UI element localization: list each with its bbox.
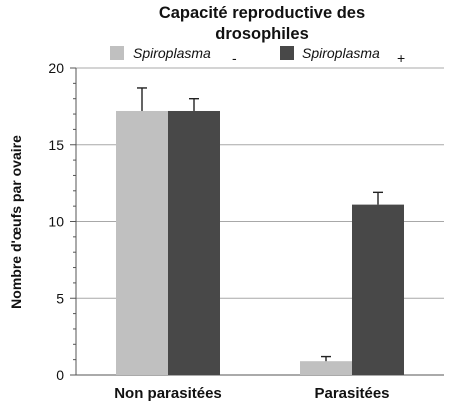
legend-sign-spiroplasma-plus: + [397, 50, 405, 66]
error-bar-minus-1 [321, 355, 331, 362]
bar-plus-1 [352, 204, 404, 375]
y-tick-label-10: 10 [48, 214, 64, 230]
x-tick-label-0: Non parasitées [114, 385, 222, 402]
y-tick-label-20: 20 [48, 60, 64, 76]
legend-label-spiroplasma-plus: Spiroplasma [302, 45, 380, 61]
y-tick-label-0: 0 [56, 367, 64, 383]
x-tick-labels: Non parasitées Parasitées [114, 385, 389, 402]
chart-title-line-2: drosophiles [215, 25, 309, 43]
y-tick-label-15: 15 [48, 137, 64, 153]
x-tick-label-1: Parasitées [314, 385, 389, 402]
y-axis-label: Nombre d'œufs par ovaire [8, 135, 24, 309]
y-tick-label-5: 5 [56, 290, 64, 306]
bar-minus-0 [116, 110, 168, 375]
bars [116, 110, 404, 375]
legend-label-spiroplasma-minus: Spiroplasma [133, 45, 211, 61]
error-bars [137, 87, 383, 362]
bar-plus-0 [168, 110, 220, 375]
error-bar-minus-0 [137, 87, 147, 111]
legend-swatch-spiroplasma-plus [280, 46, 294, 60]
chart-title-line-1: Capacité reproductive des [159, 4, 365, 22]
error-bar-plus-0 [189, 97, 199, 111]
error-bar-plus-1 [373, 191, 383, 205]
legend: Spiroplasma - Spiroplasma + [110, 45, 405, 66]
y-tick-labels: 0 5 10 15 20 [48, 60, 64, 383]
legend-sign-spiroplasma-minus: - [232, 50, 237, 66]
bar-minus-1 [300, 361, 352, 375]
legend-swatch-spiroplasma-minus [110, 46, 124, 60]
